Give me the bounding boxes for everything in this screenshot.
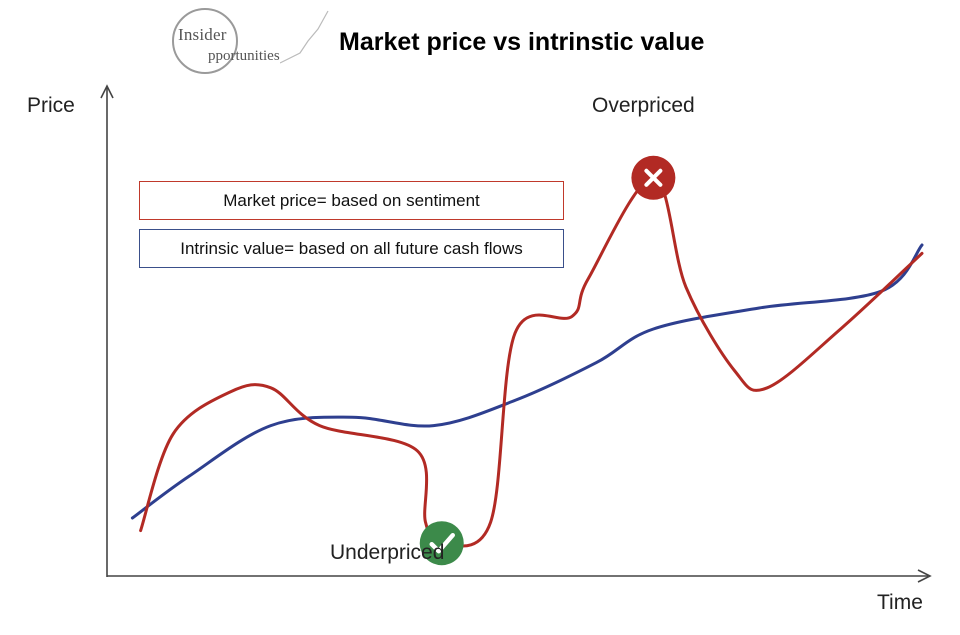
logo-text-bottom: pportunities [208,48,280,64]
axes [100,84,932,583]
y-axis-arrow [100,84,114,99]
check-stroke [429,532,455,554]
marker-check-icon [419,521,464,566]
x-axis-arrow [917,569,932,583]
chart-lines [130,176,924,548]
series-line-market [139,176,924,548]
chart-title: Market price vs intrinstic value [339,28,705,56]
annotation-underpriced: Underpriced [330,541,445,564]
logo-circle [172,8,238,74]
marker-circle [419,521,464,566]
logo-trend-icon [280,10,329,64]
marker-cross-icon [631,155,676,200]
cross-stroke-b [644,168,663,187]
legend-market-price-text: Market price= based on sentiment [223,190,480,210]
legend-intrinsic-value: Intrinsic value= based on all future cas… [139,229,564,268]
legend-intrinsic-value-text: Intrinsic value= based on all future cas… [180,238,523,258]
series-line-intrinsic [130,243,924,520]
logo: Insider pportunities [170,5,340,79]
y-axis-label: Price [27,94,75,117]
annotation-overpriced: Overpriced [592,94,695,117]
logo-text-top: Insider [178,25,227,44]
chart-markers [419,155,676,566]
x-axis-label: Time [877,591,923,614]
legend-market-price: Market price= based on sentiment [139,181,564,220]
